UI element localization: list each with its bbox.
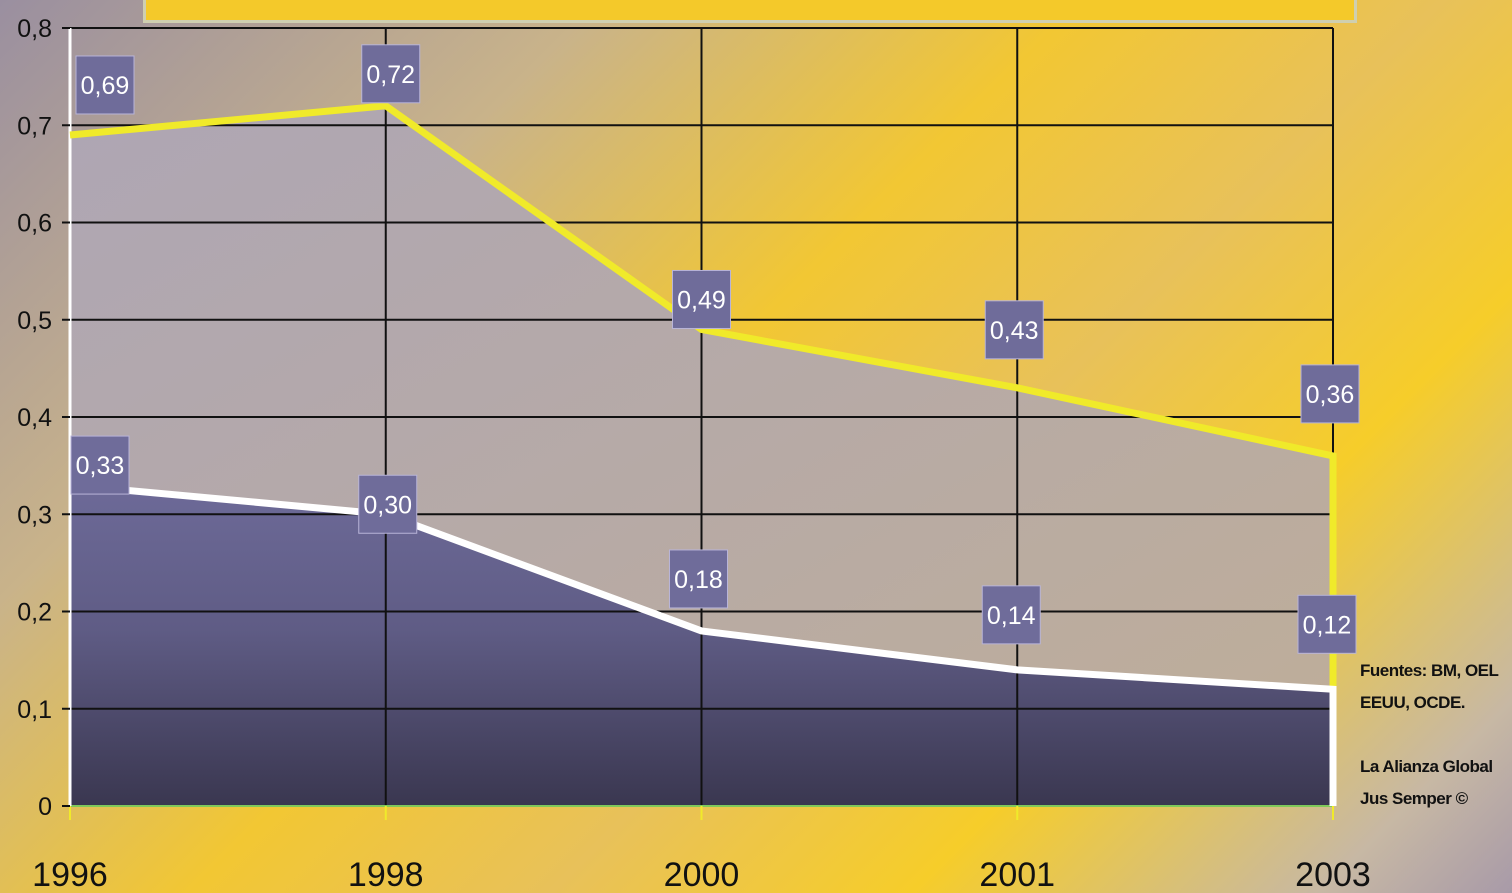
y-tick-label: 0,1: [17, 696, 52, 724]
data-label-series-1-box: [672, 269, 731, 329]
y-tick-label: 0,5: [17, 307, 52, 335]
data-label-series-2-box: [1297, 594, 1357, 654]
x-tick-label: 1996: [32, 856, 108, 893]
series-line-2: [69, 481, 1337, 806]
data-label-series-2: 0,33: [76, 452, 125, 480]
data-label-series-2: 0,30: [363, 491, 412, 519]
y-tick-labels: 0 0,1 0,2 0,3 0,4 0,5 0,6 0,7 0,8: [17, 15, 52, 821]
data-label-series-1-box: [75, 55, 135, 115]
x-tick-label: 2001: [979, 856, 1055, 893]
data-label-series-1: 0,69: [81, 72, 130, 100]
source-note: Fuentes: BM, OEL EEUU, OCDE. La Alianza …: [1360, 655, 1510, 815]
grid-lines: [62, 27, 1334, 820]
data-label-series-2-box: [669, 549, 728, 609]
y-tick-label: 0,3: [17, 501, 52, 529]
series-line-1: [69, 102, 1337, 806]
data-label-series-2: 0,12: [1303, 611, 1352, 639]
y-tick-label: 0,7: [17, 112, 52, 140]
source-line: Jus Semper ©: [1360, 789, 1468, 808]
series-lines: [69, 102, 1337, 806]
data-label-series-2-box: [981, 585, 1041, 645]
x-tick-label: 2003: [1295, 856, 1371, 893]
source-line: [1360, 719, 1510, 751]
data-label-series-1: 0,72: [366, 61, 415, 89]
data-labels: 0,69 0,72 0,49 0,43 0,36 0,33 0,30 0,18 0,14 0,12: [70, 44, 1360, 654]
data-label-series-2-box: [70, 435, 130, 495]
y-tick-label: 0,4: [17, 404, 52, 432]
source-line: EEUU, OCDE.: [1360, 693, 1466, 712]
x-tick-labels: 1996 1998 2000 2001 2003: [32, 856, 1371, 893]
data-label-series-1-box: [984, 300, 1044, 360]
y-tick-label: 0,2: [17, 599, 52, 627]
data-label-series-2: 0,14: [987, 602, 1036, 630]
y-tick-label: 0,6: [17, 210, 52, 238]
y-tick-label: 0: [38, 793, 52, 821]
data-label-series-1: 0,36: [1306, 381, 1355, 409]
title-box: [143, 0, 1357, 23]
source-line: La Alianza Global: [1360, 757, 1493, 776]
data-label-series-2-box: [358, 474, 418, 534]
x-tick-label: 1998: [348, 856, 424, 893]
data-label-series-1-box: [1300, 364, 1360, 424]
data-label-series-1: 0,49: [677, 286, 726, 314]
x-tick-label: 2000: [664, 856, 740, 893]
data-label-series-2: 0,18: [674, 566, 723, 594]
source-line: Fuentes: BM, OEL: [1360, 661, 1499, 680]
y-tick-label: 0,8: [17, 15, 52, 43]
data-label-series-1-box: [361, 44, 421, 104]
data-label-series-1: 0,43: [990, 317, 1039, 345]
